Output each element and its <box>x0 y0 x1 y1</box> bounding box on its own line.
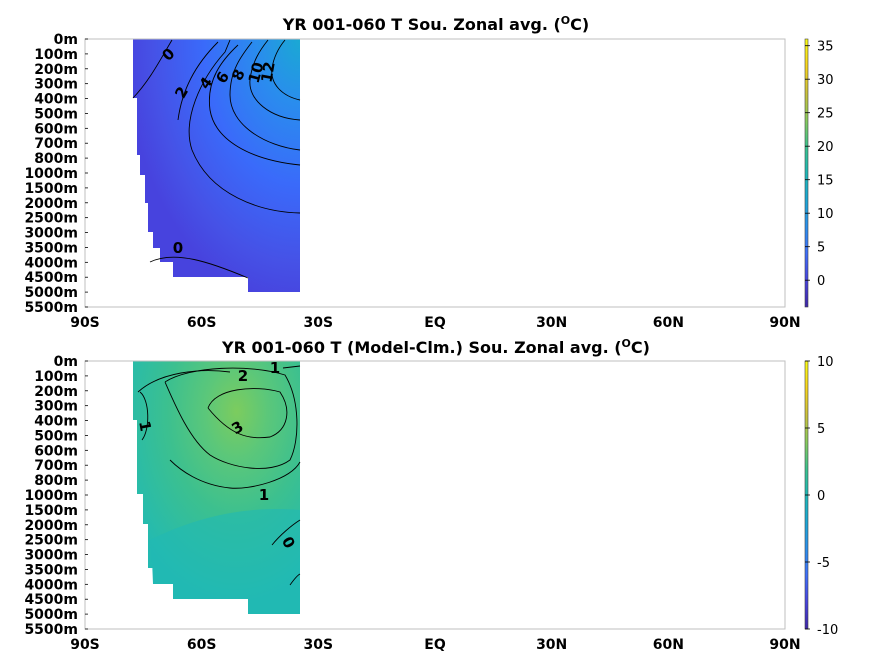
top-contours <box>132 39 301 279</box>
colorbar-tick-label: 30 <box>817 73 834 88</box>
y-tick-label: 300m <box>34 77 78 93</box>
y-tick-label: 3500m <box>24 562 78 578</box>
bottom-contours <box>137 365 301 586</box>
y-tick-label: 2000m <box>24 518 78 534</box>
contour-label: 2 <box>238 367 248 385</box>
colorbar-tick-label: 20 <box>817 140 834 155</box>
colorbar-tick-label: 35 <box>817 40 834 55</box>
y-tick-label: 5000m <box>24 607 78 623</box>
y-tick-label: 2500m <box>24 533 78 549</box>
y-tick-label: 3000m <box>24 226 78 242</box>
x-tick-label: 90N <box>769 637 800 653</box>
x-tick-label: 90N <box>769 315 800 331</box>
colorbar-tick-label: 5 <box>817 241 825 256</box>
y-tick-label: 3000m <box>24 548 78 564</box>
bottom-yticks: 0m100m200m300m400m500m600m700m800m1000m1… <box>24 354 88 638</box>
x-tick-label: 60S <box>187 637 217 653</box>
bottom-field-deep <box>150 509 300 614</box>
bottom-panel: YR 001-060 T (Model-Clm.) Sou. Zonal avg… <box>24 337 838 653</box>
top-colorbar <box>804 38 809 308</box>
x-tick-label: 60N <box>653 637 684 653</box>
contour-label: 1 <box>259 486 269 504</box>
colorbar-tick-label: 15 <box>817 174 834 189</box>
top-yticks: 0m100m200m300m400m500m600m700m800m1000m1… <box>24 32 88 316</box>
contour-label: 0 <box>173 239 183 257</box>
bottom-colorbar-ticks: 10 5 0 -5 -10 <box>805 355 838 638</box>
x-tick-label: 30S <box>304 315 334 331</box>
colorbar-tick-label: 10 <box>817 207 834 222</box>
contour-label: 10 <box>245 60 268 85</box>
x-tick-label: 30S <box>304 637 334 653</box>
y-tick-label: 500m <box>34 106 78 122</box>
y-tick-label: 1000m <box>24 166 78 182</box>
y-tick-label: 400m <box>34 414 78 430</box>
colorbar-tick-label: 0 <box>817 489 825 504</box>
y-tick-label: 600m <box>34 443 78 459</box>
y-tick-label: 600m <box>34 121 78 137</box>
y-tick-label: 5500m <box>24 622 78 638</box>
y-tick-label: 800m <box>34 151 78 167</box>
contour-label: 1 <box>270 359 280 377</box>
y-tick-label: 5000m <box>24 285 78 301</box>
y-tick-label: 1500m <box>24 181 78 197</box>
y-tick-label: 100m <box>34 369 78 385</box>
y-tick-label: 0m <box>54 354 78 370</box>
top-xticks: 90S 60S 30S EQ 30N 60N 90N <box>70 315 800 331</box>
y-tick-label: 4000m <box>24 255 78 271</box>
x-tick-label: 60S <box>187 315 217 331</box>
y-tick-label: 2000m <box>24 196 78 212</box>
top-panel: YR 001-060 T Sou. Zonal avg. (OC) 0 2 4 … <box>24 14 833 331</box>
x-tick-label: EQ <box>424 637 446 653</box>
top-colorbar-ticks: 35 30 25 20 15 10 5 0 <box>805 40 834 289</box>
y-tick-label: 800m <box>34 473 78 489</box>
y-tick-label: 4500m <box>24 592 78 608</box>
colorbar-tick-label: 25 <box>817 107 834 122</box>
y-tick-label: 100m <box>34 47 78 63</box>
y-tick-label: 1000m <box>24 488 78 504</box>
y-tick-label: 2500m <box>24 211 78 227</box>
y-tick-label: 300m <box>34 399 78 415</box>
y-tick-label: 200m <box>34 384 78 400</box>
y-tick-label: 700m <box>34 136 78 152</box>
y-tick-label: 700m <box>34 458 78 474</box>
x-tick-label: EQ <box>424 315 446 331</box>
y-tick-label: 3500m <box>24 240 78 256</box>
colorbar-tick-label: 5 <box>817 422 825 437</box>
y-tick-label: 0m <box>54 32 78 48</box>
y-tick-label: 400m <box>34 92 78 108</box>
x-tick-label: 60N <box>653 315 684 331</box>
y-tick-label: 1500m <box>24 503 78 519</box>
x-tick-label: 30N <box>536 637 567 653</box>
y-tick-label: 200m <box>34 62 78 78</box>
y-tick-label: 5500m <box>24 300 78 316</box>
colorbar-tick-label: -10 <box>817 623 838 638</box>
contour-label: 12 <box>257 60 278 84</box>
x-tick-label: 30N <box>536 315 567 331</box>
colorbar-tick-label: 10 <box>817 355 834 370</box>
contour-label: 1 <box>135 419 155 432</box>
bottom-xticks: 90S 60S 30S EQ 30N 60N 90N <box>70 637 800 653</box>
top-title: YR 001-060 T Sou. Zonal avg. (OC) <box>282 14 589 34</box>
colorbar-tick-label: 0 <box>817 274 825 289</box>
y-tick-label: 500m <box>34 428 78 444</box>
x-tick-label: 90S <box>70 315 100 331</box>
bottom-title: YR 001-060 T (Model-Clm.) Sou. Zonal avg… <box>221 337 650 357</box>
x-tick-label: 90S <box>70 637 100 653</box>
colorbar-tick-label: -5 <box>817 556 830 571</box>
y-tick-label: 4500m <box>24 270 78 286</box>
y-tick-label: 4000m <box>24 577 78 593</box>
